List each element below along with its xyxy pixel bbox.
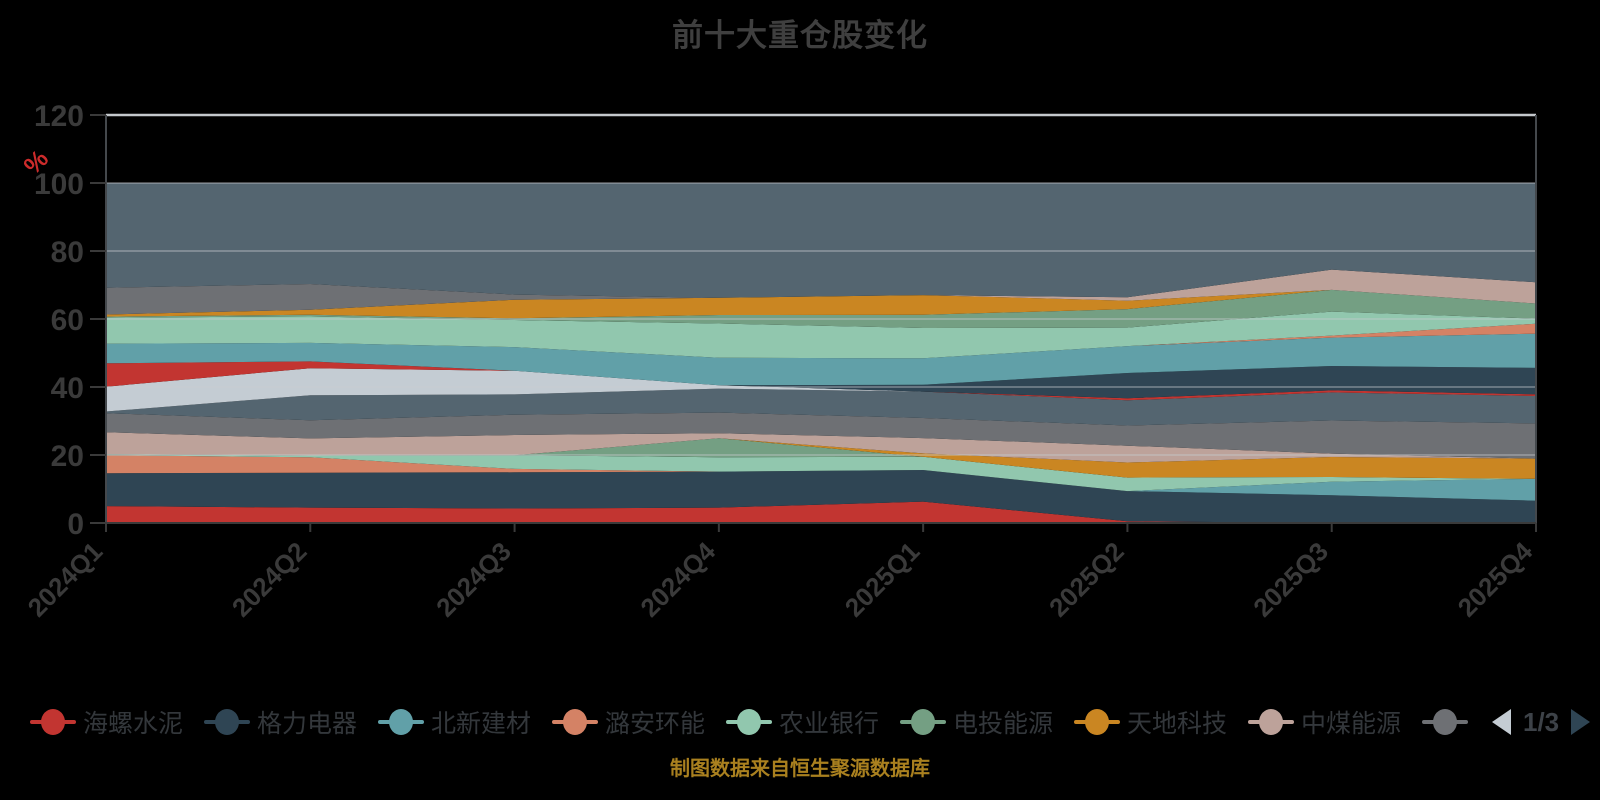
area-series-10 xyxy=(106,388,1536,426)
legend-item-label: 电投能源 xyxy=(953,710,1054,738)
legend-item-label: 潞安环能 xyxy=(605,710,706,738)
y-tick-label: 100 xyxy=(34,168,84,201)
legend-item-电投能源[interactable]: 电投能源 xyxy=(900,698,1053,746)
legend-marker-icon xyxy=(204,709,250,735)
legend-bar: 1/3 海螺水泥 格力电器 北新建材 潞安环能 农业银行 电投能源 天地科技 中煤能源 xyxy=(0,698,1600,746)
x-tick-label: 2025Q2 xyxy=(1043,536,1130,623)
legend-marker-icon xyxy=(30,709,76,735)
legend-marker-icon xyxy=(726,709,772,735)
area-series-18 xyxy=(106,289,1536,319)
area-series-16 xyxy=(106,311,1536,359)
legend-item-农业银行[interactable]: 农业银行 xyxy=(726,698,879,746)
data-source-note: 制图数据来自恒生聚源数据库 xyxy=(670,758,930,780)
area-series-13 xyxy=(106,361,1536,399)
legend-pager-next-icon[interactable] xyxy=(1571,709,1591,735)
legend-item-label: 农业银行 xyxy=(779,710,880,738)
page-title: 前十大重仓股变化 xyxy=(672,18,928,53)
y-tick-label: 40 xyxy=(51,372,84,405)
legend-pager-prev-icon[interactable] xyxy=(1492,709,1511,735)
y-tick-label: 120 xyxy=(34,100,84,133)
legend-item-label: 北新建材 xyxy=(431,710,532,738)
x-tick-label: 2024Q3 xyxy=(430,536,517,623)
legend-marker-icon xyxy=(900,709,946,735)
legend-item-北新建材[interactable]: 北新建材 xyxy=(378,698,531,746)
legend-pager-label: 1/3 xyxy=(1523,706,1560,737)
legend-marker-icon xyxy=(1248,709,1294,735)
legend-item-label: 天地科技 xyxy=(1127,710,1228,738)
legend-item-中煤能源[interactable]: 中煤能源 xyxy=(1248,698,1401,746)
area-潞安环能 xyxy=(106,455,1536,492)
y-tick-label: 80 xyxy=(51,236,84,269)
legend-marker-icon xyxy=(378,709,424,735)
area-series-19 xyxy=(106,269,1536,315)
area-农业银行 xyxy=(106,454,1536,492)
area-series-14 xyxy=(106,333,1536,386)
y-tick-label: 20 xyxy=(51,440,84,473)
legend-marker-icon xyxy=(552,709,598,735)
area-series-21 xyxy=(106,183,1536,298)
x-tick-label: 2024Q2 xyxy=(226,536,313,623)
legend-item-label: 海螺水泥 xyxy=(83,710,184,738)
y-tick-label: 0 xyxy=(67,508,84,541)
x-tick-label: 2025Q4 xyxy=(1452,536,1539,623)
area-海螺水泥 xyxy=(106,501,1536,523)
area-天地科技 xyxy=(106,438,1536,479)
y-tick-label: 60 xyxy=(51,304,84,337)
legend-item-格力电器[interactable]: 格力电器 xyxy=(204,698,357,746)
legend-item-label: 格力电器 xyxy=(257,710,358,738)
area-series-11 xyxy=(106,368,1536,412)
x-tick-label: 2025Q1 xyxy=(839,536,926,623)
x-tick-label: 2024Q4 xyxy=(634,536,721,623)
legend-marker-icon xyxy=(1074,709,1120,735)
legend-item-海螺水泥[interactable]: 海螺水泥 xyxy=(30,698,183,746)
area-格力电器 xyxy=(106,470,1536,523)
legend-item-overflow[interactable] xyxy=(1422,698,1494,746)
area-series-9 xyxy=(106,412,1536,459)
legend-item-label: 中煤能源 xyxy=(1301,710,1402,738)
area-series-20 xyxy=(106,269,1536,315)
x-tick-label: 2025Q3 xyxy=(1247,536,1334,623)
x-tick-label: 2024Q1 xyxy=(22,536,109,623)
area-series-12 xyxy=(106,361,1536,401)
legend-item-天地科技[interactable]: 天地科技 xyxy=(1074,698,1227,746)
legend-item-潞安环能[interactable]: 潞安环能 xyxy=(552,698,705,746)
legend-pager: 1/3 xyxy=(1492,698,1591,746)
legend-marker-icon xyxy=(1422,709,1468,735)
